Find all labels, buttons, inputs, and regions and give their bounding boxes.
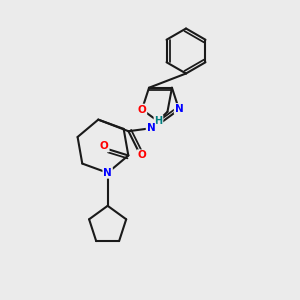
Text: H: H (154, 116, 163, 126)
Text: O: O (100, 142, 109, 152)
Text: N: N (175, 104, 183, 114)
Text: N: N (147, 123, 155, 133)
Text: O: O (138, 104, 146, 115)
Text: O: O (138, 150, 146, 160)
Text: N: N (103, 168, 112, 178)
